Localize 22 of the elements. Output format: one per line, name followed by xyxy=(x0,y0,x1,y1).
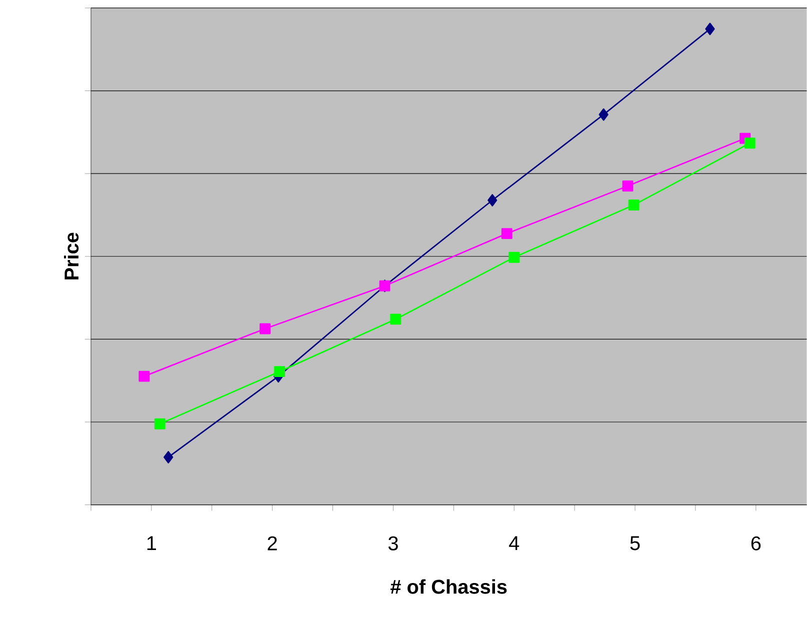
point xyxy=(628,200,640,211)
point xyxy=(138,370,150,382)
point xyxy=(260,323,271,334)
x-tick-label: 3 xyxy=(388,536,398,551)
y-axis-title: Price xyxy=(64,232,79,280)
x-tick-label: 2 xyxy=(268,536,277,550)
x-tick-label: 6 xyxy=(751,536,761,551)
point xyxy=(744,138,756,149)
point xyxy=(501,228,512,240)
point xyxy=(274,366,286,378)
point xyxy=(164,451,174,464)
point xyxy=(508,252,520,263)
point xyxy=(705,22,715,36)
point xyxy=(488,194,498,207)
point xyxy=(390,314,402,325)
x-tick-label: 4 xyxy=(509,536,520,550)
point xyxy=(598,108,608,121)
point xyxy=(622,180,634,192)
x-axis-title: # of Chassis xyxy=(390,579,507,594)
x-tick-label: 5 xyxy=(630,536,640,550)
x-tick-label: 1 xyxy=(147,536,156,550)
point xyxy=(154,418,166,430)
